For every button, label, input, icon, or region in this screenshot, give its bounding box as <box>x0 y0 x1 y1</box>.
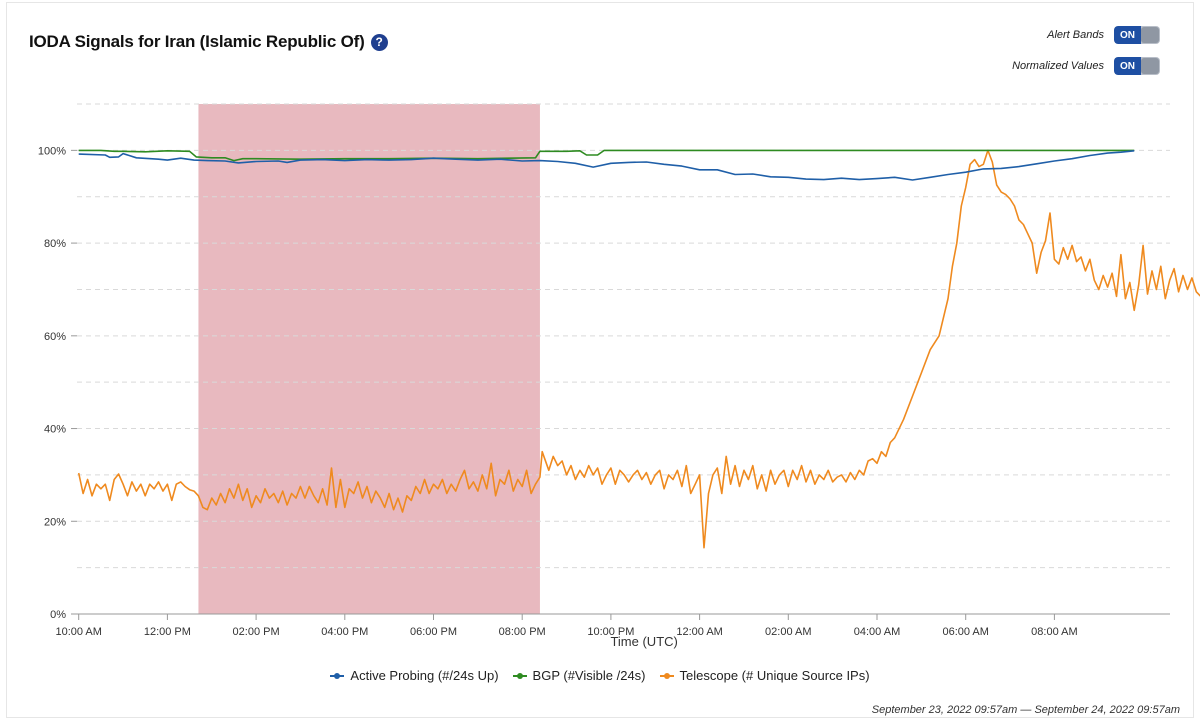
normalized-values-toggle-state: ON <box>1114 57 1141 75</box>
series-line-bgp <box>78 149 1135 162</box>
x-tick-label: 04:00 PM <box>321 626 368 638</box>
page-title: IODA Signals for Iran (Islamic Republic … <box>29 32 365 51</box>
alert-bands-toggle-state: ON <box>1114 26 1141 44</box>
y-tick-label: 100% <box>38 145 66 157</box>
legend-item-telescope[interactable]: Telescope (# Unique Source IPs) <box>659 668 870 683</box>
normalized-values-label: Normalized Values <box>1012 60 1104 72</box>
legend-swatch-icon <box>512 671 527 681</box>
toggle-knob <box>1141 27 1159 43</box>
x-tick-label: 12:00 PM <box>144 626 191 638</box>
y-tick-label: 20% <box>44 516 66 528</box>
y-tick-label: 40% <box>44 424 66 436</box>
y-tick-label: 0% <box>50 609 66 621</box>
legend-swatch-icon <box>659 671 674 681</box>
normalized-values-control: Normalized Values ON <box>1012 57 1160 75</box>
x-tick-label: 06:00 PM <box>410 626 457 638</box>
normalized-values-toggle[interactable]: ON <box>1114 57 1160 75</box>
x-tick-label: 04:00 AM <box>854 626 900 638</box>
toggle-knob <box>1141 58 1159 74</box>
legend-item-bgp[interactable]: BGP (#Visible /24s) <box>512 668 646 683</box>
x-axis-title: Time (UTC) <box>610 634 677 649</box>
x-tick-label: 08:00 PM <box>499 626 546 638</box>
legend-swatch-dot <box>663 672 670 679</box>
legend-label: Telescope (# Unique Source IPs) <box>679 668 870 683</box>
alert-bands-control: Alert Bands ON <box>1047 26 1160 44</box>
alert-bands-toggle[interactable]: ON <box>1114 26 1160 44</box>
x-tick-label: 02:00 AM <box>765 626 811 638</box>
legend-item-active-probing[interactable]: Active Probing (#/24s Up) <box>330 668 499 683</box>
chart-legend: Active Probing (#/24s Up) BGP (#Visible … <box>0 668 1200 683</box>
series-line-active-probing <box>78 150 1135 181</box>
x-tick-label: 02:00 PM <box>233 626 280 638</box>
legend-label: Active Probing (#/24s Up) <box>350 668 499 683</box>
y-tick-label: 60% <box>44 331 66 343</box>
chart-header: IODA Signals for Iran (Islamic Republic … <box>29 32 388 52</box>
x-tick-label: 12:00 AM <box>676 626 722 638</box>
x-tick-label: 08:00 AM <box>1031 626 1077 638</box>
y-tick-label: 80% <box>44 238 66 250</box>
x-tick-label: 06:00 AM <box>942 626 988 638</box>
x-tick-label: 10:00 AM <box>55 626 101 638</box>
legend-swatch-dot <box>334 672 341 679</box>
alert-bands-label: Alert Bands <box>1047 29 1104 41</box>
date-range: September 23, 2022 09:57am — September 2… <box>871 704 1180 716</box>
question-circle-icon[interactable]: ? <box>370 33 388 51</box>
legend-swatch-icon <box>330 671 345 681</box>
series-line-telescope <box>77 149 1200 549</box>
legend-label: BGP (#Visible /24s) <box>532 668 646 683</box>
alert-band <box>198 104 540 614</box>
x-tick-label: 10:00 PM <box>587 626 634 638</box>
legend-swatch-dot <box>516 672 523 679</box>
